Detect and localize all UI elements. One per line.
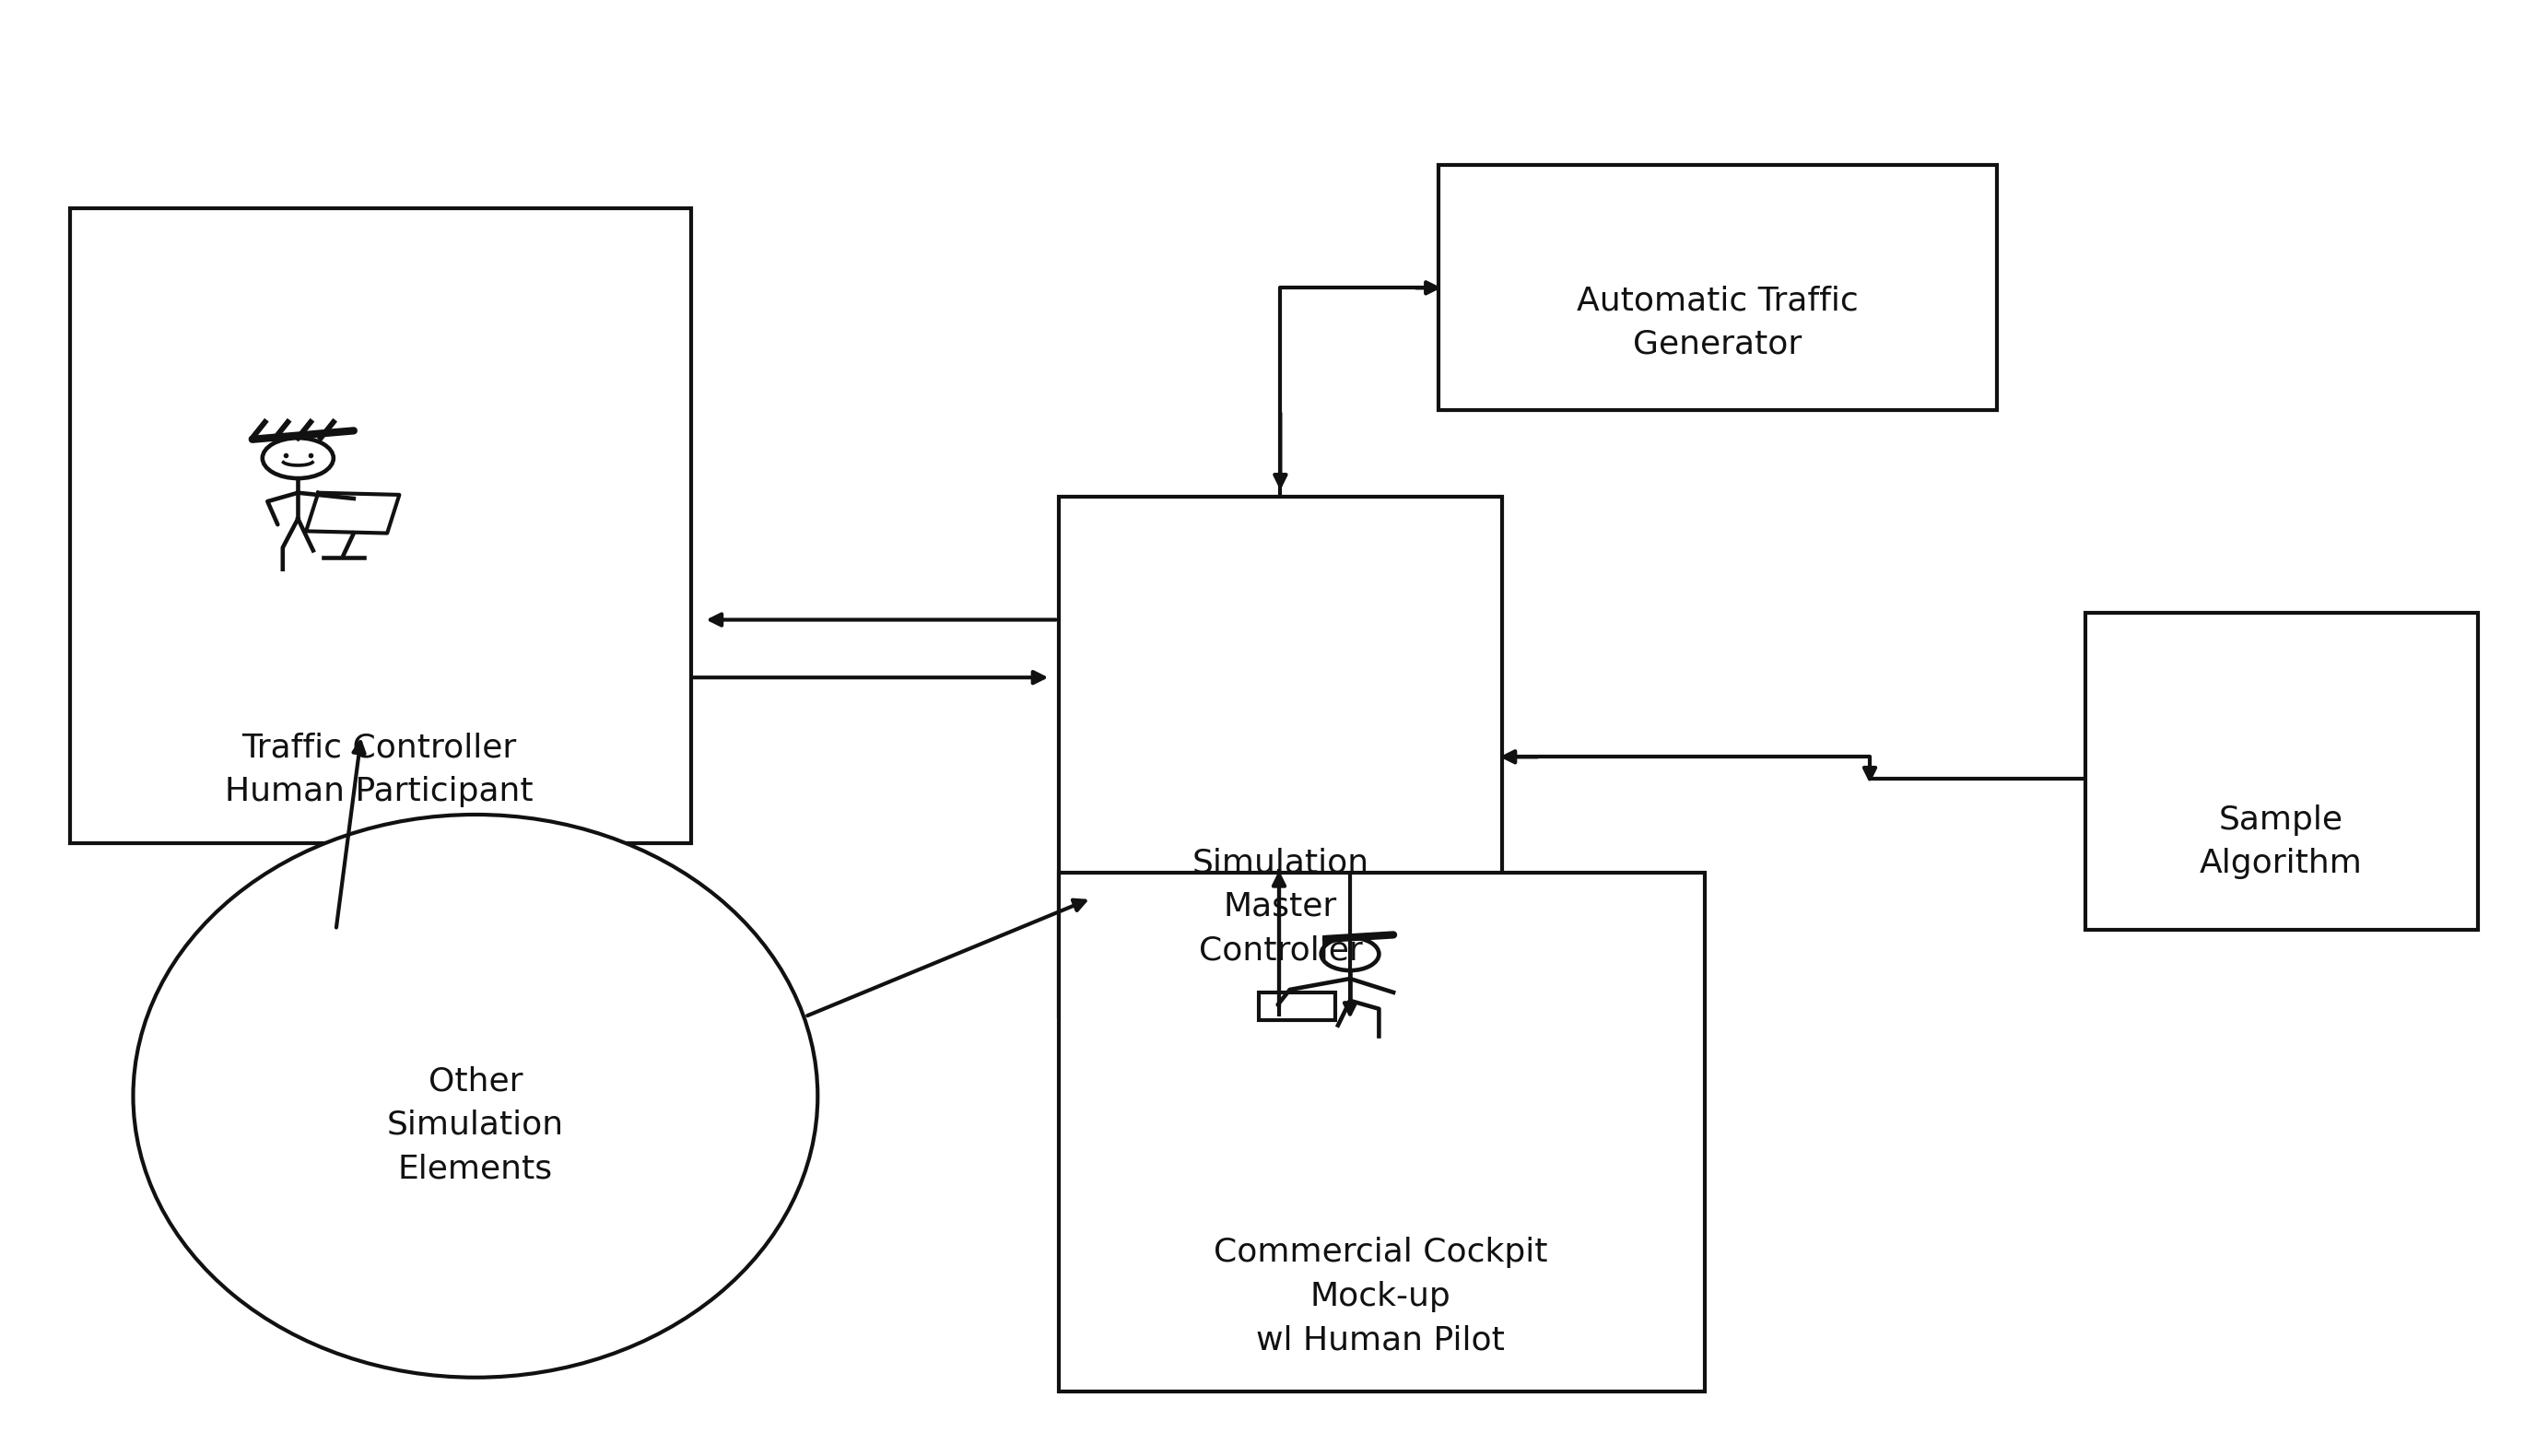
Text: Simulation
Master
Controller: Simulation Master Controller — [1192, 847, 1368, 967]
FancyBboxPatch shape — [1440, 165, 1998, 411]
Ellipse shape — [132, 814, 818, 1377]
Text: Sample
Algorithm: Sample Algorithm — [2199, 804, 2362, 879]
Text: Commercial Cockpit
Mock-up
wl Human Pilot: Commercial Cockpit Mock-up wl Human Pilo… — [1213, 1238, 1547, 1356]
Text: Automatic Traffic
Generator: Automatic Traffic Generator — [1577, 285, 1857, 360]
FancyBboxPatch shape — [69, 208, 691, 843]
FancyBboxPatch shape — [2084, 613, 2479, 930]
FancyBboxPatch shape — [1057, 496, 1503, 1016]
FancyBboxPatch shape — [1057, 872, 1705, 1392]
Text: Other
Simulation
Elements: Other Simulation Elements — [387, 1066, 563, 1184]
Text: Traffic Controller
Human Participant: Traffic Controller Human Participant — [224, 732, 533, 808]
